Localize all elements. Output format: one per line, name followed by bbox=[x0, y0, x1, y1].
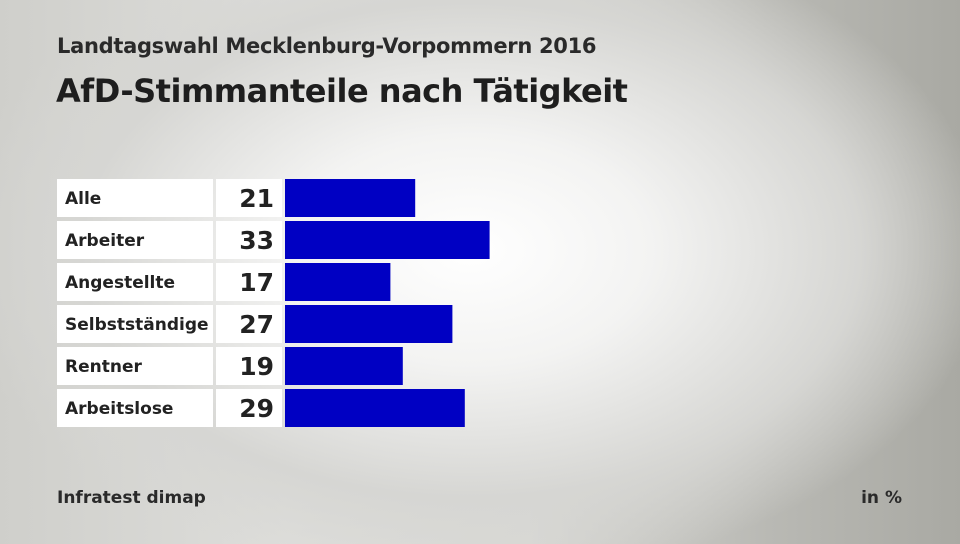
bar-row-rentner: Rentner 19 bbox=[57, 347, 403, 385]
value-label-box bbox=[216, 221, 282, 259]
unit-label: in % bbox=[861, 488, 902, 508]
category-label: Arbeitslose bbox=[65, 399, 173, 419]
value-label: 21 bbox=[239, 184, 274, 213]
bar-arbeiter bbox=[285, 221, 490, 259]
category-label: Rentner bbox=[65, 357, 142, 377]
value-label-box bbox=[216, 389, 282, 427]
category-label: Selbstständige bbox=[65, 315, 209, 335]
bar-row-alle: Alle 21 bbox=[57, 179, 416, 217]
chart-subtitle: Landtagswahl Mecklenburg-Vorpommern 2016 bbox=[57, 34, 597, 58]
value-label: 17 bbox=[239, 268, 274, 297]
category-label-box bbox=[57, 389, 213, 427]
bar-row-angestellte: Angestellte 17 bbox=[57, 263, 391, 301]
value-label-box bbox=[216, 263, 282, 301]
category-label: Arbeiter bbox=[65, 231, 145, 251]
category-label-box bbox=[57, 179, 213, 217]
category-label: Alle bbox=[65, 189, 101, 209]
source-label: Infratest dimap bbox=[57, 488, 206, 508]
value-label: 27 bbox=[239, 310, 274, 339]
bar-row-arbeiter: Arbeiter 33 bbox=[57, 221, 490, 259]
category-label-box bbox=[57, 263, 213, 301]
value-label: 19 bbox=[239, 352, 274, 381]
category-label-box bbox=[57, 221, 213, 259]
bar-row-selbststaendige: Selbstständige 27 bbox=[57, 305, 453, 343]
value-label: 33 bbox=[239, 226, 274, 255]
value-label-box bbox=[216, 347, 282, 385]
bar-row-arbeitslose: Arbeitslose 29 bbox=[57, 389, 465, 427]
category-label-box bbox=[57, 347, 213, 385]
chart-title: AfD-Stimmanteile nach Tätigkeit bbox=[56, 72, 628, 110]
bar-arbeitslose bbox=[285, 389, 465, 427]
bar-selbststaendige bbox=[285, 305, 453, 343]
value-label: 29 bbox=[239, 394, 274, 423]
category-label-box bbox=[57, 305, 213, 343]
bar-rentner bbox=[285, 347, 403, 385]
bar-alle bbox=[285, 179, 416, 217]
bar-angestellte bbox=[285, 263, 391, 301]
category-label: Angestellte bbox=[65, 273, 175, 293]
value-label-box bbox=[216, 179, 282, 217]
value-label-box bbox=[216, 305, 282, 343]
